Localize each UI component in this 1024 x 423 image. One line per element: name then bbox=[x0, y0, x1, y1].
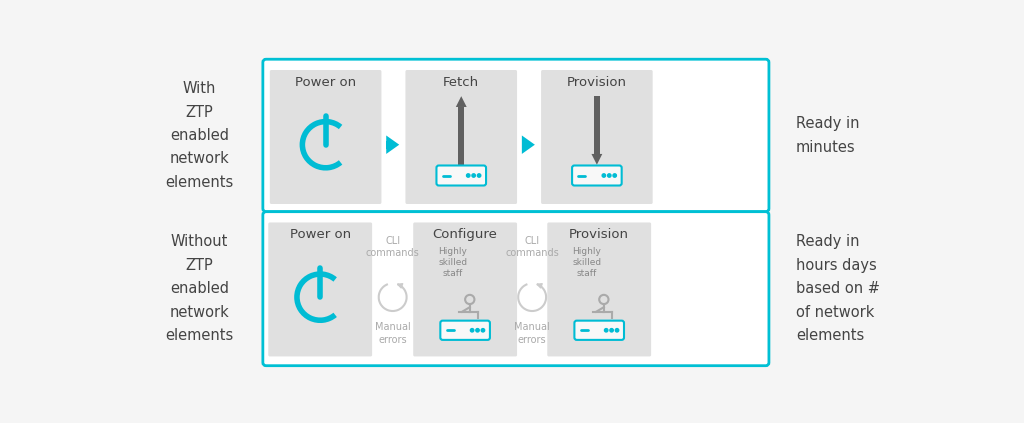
Text: Power on: Power on bbox=[295, 76, 356, 89]
Text: With
ZTP
enabled
network
elements: With ZTP enabled network elements bbox=[165, 81, 233, 190]
Circle shape bbox=[467, 174, 470, 177]
Text: Power on: Power on bbox=[290, 228, 351, 241]
Text: Provision: Provision bbox=[567, 76, 627, 89]
FancyBboxPatch shape bbox=[270, 70, 381, 204]
Circle shape bbox=[470, 329, 474, 332]
Text: Fetch: Fetch bbox=[443, 76, 479, 89]
FancyBboxPatch shape bbox=[268, 222, 372, 357]
Circle shape bbox=[476, 329, 479, 332]
FancyBboxPatch shape bbox=[263, 59, 769, 212]
Text: Ready in
minutes: Ready in minutes bbox=[796, 116, 859, 155]
Text: Provision: Provision bbox=[569, 228, 629, 241]
Text: Highly
skilled
staff: Highly skilled staff bbox=[438, 247, 467, 278]
FancyBboxPatch shape bbox=[547, 222, 651, 357]
Text: CLI
commands: CLI commands bbox=[366, 236, 420, 258]
Circle shape bbox=[481, 329, 484, 332]
Text: Configure: Configure bbox=[433, 228, 498, 241]
Circle shape bbox=[602, 174, 605, 177]
Circle shape bbox=[607, 174, 611, 177]
FancyBboxPatch shape bbox=[572, 165, 622, 186]
Polygon shape bbox=[594, 96, 600, 154]
Circle shape bbox=[472, 174, 475, 177]
FancyBboxPatch shape bbox=[541, 70, 652, 204]
FancyBboxPatch shape bbox=[406, 70, 517, 204]
Text: CLI
commands: CLI commands bbox=[505, 236, 559, 258]
FancyBboxPatch shape bbox=[263, 212, 769, 366]
Text: Manual
errors: Manual errors bbox=[375, 322, 411, 345]
Circle shape bbox=[613, 174, 616, 177]
Circle shape bbox=[604, 329, 608, 332]
Text: Ready in
hours days
based on #
of network
elements: Ready in hours days based on # of networ… bbox=[796, 234, 880, 343]
Polygon shape bbox=[522, 140, 523, 149]
Polygon shape bbox=[522, 135, 535, 154]
Polygon shape bbox=[386, 135, 399, 154]
Circle shape bbox=[610, 329, 613, 332]
Polygon shape bbox=[458, 107, 464, 166]
Circle shape bbox=[615, 329, 618, 332]
Polygon shape bbox=[386, 140, 388, 149]
Polygon shape bbox=[456, 96, 467, 107]
Text: Manual
errors: Manual errors bbox=[514, 322, 550, 345]
FancyBboxPatch shape bbox=[440, 321, 489, 340]
Circle shape bbox=[477, 174, 481, 177]
Text: Highly
skilled
staff: Highly skilled staff bbox=[572, 247, 601, 278]
FancyBboxPatch shape bbox=[574, 321, 624, 340]
FancyBboxPatch shape bbox=[414, 222, 517, 357]
FancyBboxPatch shape bbox=[436, 165, 486, 186]
Polygon shape bbox=[592, 154, 602, 165]
Text: Without
ZTP
enabled
network
elements: Without ZTP enabled network elements bbox=[165, 234, 233, 343]
